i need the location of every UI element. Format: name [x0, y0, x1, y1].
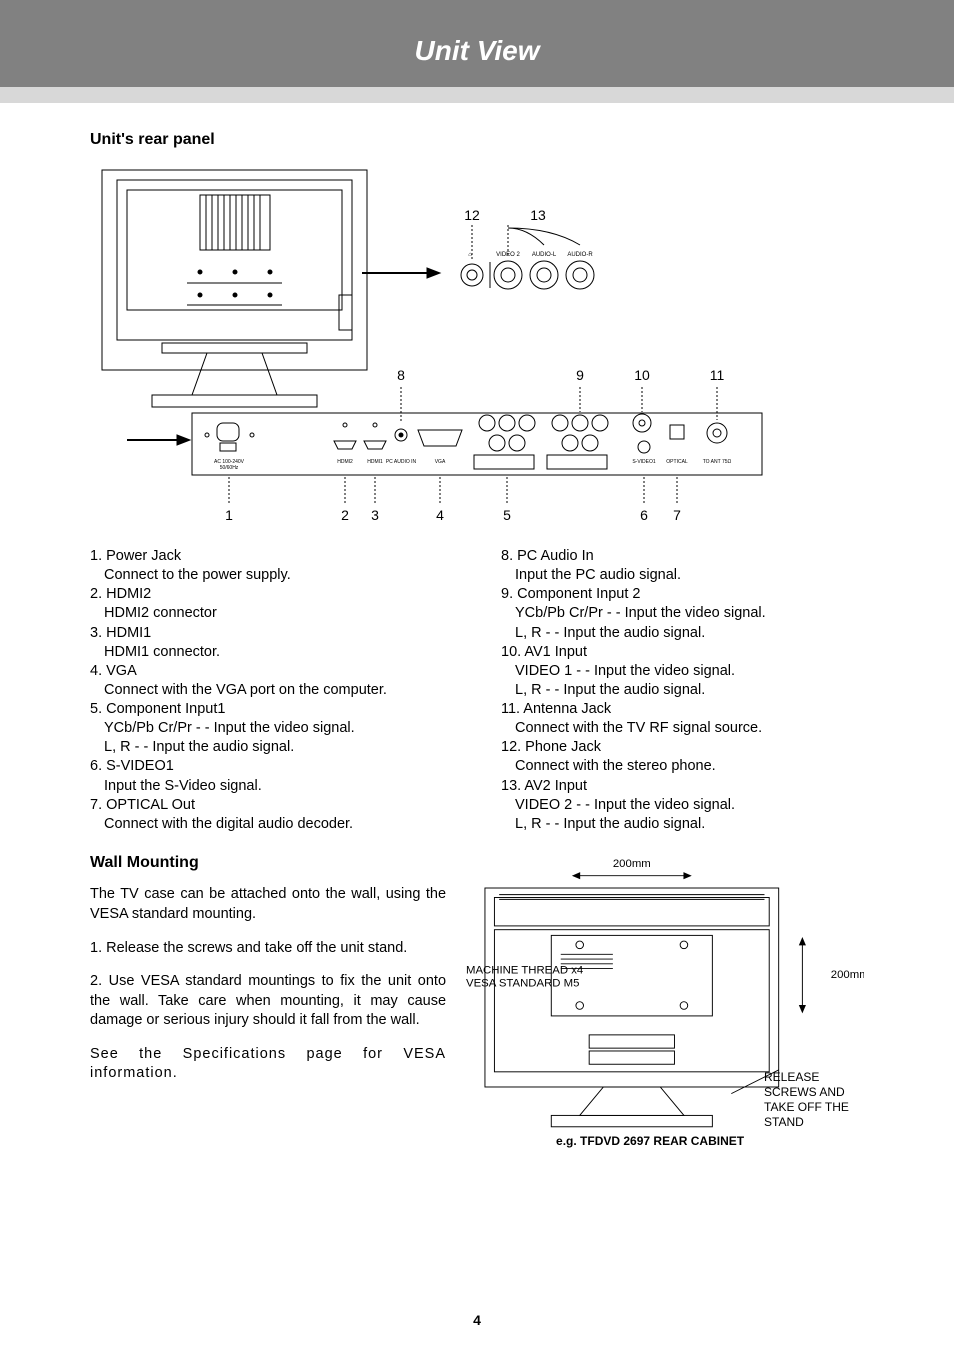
port-item-header: 6. S-VIDEO1 [90, 757, 453, 776]
port-item: 13. AV2 InputVIDEO 2 - - Input the video… [501, 777, 864, 834]
callout-6: 6 [640, 507, 648, 523]
port-list-right: 8. PC Audio InInput the PC audio signal.… [501, 547, 864, 834]
port-item: 2. HDMI2HDMI2 connector [90, 585, 453, 623]
dim-v: 200mm [831, 969, 864, 981]
port-item: 7. OPTICAL OutConnect with the digital a… [90, 796, 453, 834]
port-item: 5. Component Input1YCb/Pb Cr/Pr - - Inpu… [90, 700, 453, 757]
wall-p1: The TV case can be attached onto the wal… [90, 885, 446, 924]
port-item-header: 11. Antenna Jack [501, 700, 864, 719]
callout-12: 12 [464, 207, 480, 223]
port-item-desc: Connect with the TV RF signal source. [501, 719, 864, 738]
page-header: Unit View [0, 0, 954, 87]
callout-4: 4 [436, 507, 444, 523]
callout-7: 7 [673, 507, 681, 523]
port-item-desc: YCb/Pb Cr/Pr - - Input the video signal. [501, 604, 864, 623]
ac-label2: 50/60Hz [220, 465, 239, 471]
rear-panel-title: Unit's rear panel [90, 131, 864, 149]
port-item-desc: HDMI2 connector [90, 604, 453, 623]
port-item-header: 3. HDMI1 [90, 624, 453, 643]
port-list-left: 1. Power JackConnect to the power supply… [90, 547, 453, 834]
port-item-desc: Connect with the VGA port on the compute… [90, 681, 453, 700]
port-item-header: 8. PC Audio In [501, 547, 864, 566]
wall-mounting-title: Wall Mounting [90, 852, 446, 874]
page-content: Unit's rear panel [0, 103, 954, 1149]
release-note: RELEASE SCREWS AND TAKE OFF THE STAND [764, 1070, 864, 1130]
port-item-header: 5. Component Input1 [90, 700, 453, 719]
header-underline [0, 87, 954, 103]
callout-2: 2 [341, 507, 349, 523]
port-item: 12. Phone JackConnect with the stereo ph… [501, 738, 864, 776]
optical-label: OPTICAL [666, 459, 688, 465]
port-item-header: 10. AV1 Input [501, 643, 864, 662]
port-item-desc: L, R - - Input the audio signal. [501, 815, 864, 834]
port-item: 9. Component Input 2YCb/Pb Cr/Pr - - Inp… [501, 585, 864, 642]
audiol-label: AUDIO-L [532, 252, 557, 258]
page-number: 4 [0, 1312, 954, 1328]
port-item: 4. VGAConnect with the VGA port on the c… [90, 662, 453, 700]
callout-8: 8 [397, 367, 405, 383]
port-item: 8. PC Audio InInput the PC audio signal. [501, 547, 864, 585]
port-item-header: 2. HDMI2 [90, 585, 453, 604]
port-item-desc: L, R - - Input the audio signal. [90, 738, 453, 757]
callout-10: 10 [634, 367, 650, 383]
port-item-desc: YCb/Pb Cr/Pr - - Input the video signal. [90, 719, 453, 738]
port-item-header: 9. Component Input 2 [501, 585, 864, 604]
wall-p2: 1. Release the screws and take off the u… [90, 939, 446, 959]
callout-1: 1 [225, 507, 233, 523]
callout-5: 5 [503, 507, 511, 523]
port-item-desc: Connect to the power supply. [90, 566, 453, 585]
svideo-label: S-VIDEO1 [632, 459, 656, 465]
port-item-desc: VIDEO 1 - - Input the video signal. [501, 662, 864, 681]
port-item-header: 7. OPTICAL Out [90, 796, 453, 815]
wall-p4: See the Specifications page for VESA inf… [90, 1045, 446, 1084]
port-item-header: 1. Power Jack [90, 547, 453, 566]
port-item: 1. Power JackConnect to the power supply… [90, 547, 453, 585]
ant-label: TO ANT 75Ω [703, 459, 732, 465]
port-item-header: 4. VGA [90, 662, 453, 681]
thread-label-2: VESA STANDARD M5 [466, 977, 579, 989]
callout-11: 11 [710, 367, 725, 383]
port-item-header: 12. Phone Jack [501, 738, 864, 757]
page-title: Unit View [0, 35, 954, 67]
audior-label: AUDIO-R [567, 252, 593, 258]
port-item-desc: HDMI1 connector. [90, 643, 453, 662]
dim-h: 200mm [613, 858, 651, 870]
wall-text: Wall Mounting The TV case can be attache… [90, 852, 446, 1149]
wall-mounting-section: Wall Mounting The TV case can be attache… [90, 852, 864, 1149]
port-item: 10. AV1 InputVIDEO 1 - - Input the video… [501, 643, 864, 700]
port-item-desc: Connect with the digital audio decoder. [90, 815, 453, 834]
port-item-desc: L, R - - Input the audio signal. [501, 681, 864, 700]
port-item-desc: Connect with the stereo phone. [501, 757, 864, 776]
port-item-header: 13. AV2 Input [501, 777, 864, 796]
port-item-desc: L, R - - Input the audio signal. [501, 624, 864, 643]
callout-13: 13 [530, 207, 546, 223]
hdmi2-label: HDMI2 [337, 459, 353, 465]
thread-label-1: MACHINE THREAD x4 [466, 964, 583, 976]
callout-3: 3 [371, 507, 379, 523]
port-item: 3. HDMI1HDMI1 connector. [90, 624, 453, 662]
port-item-desc: Input the S-Video signal. [90, 777, 453, 796]
port-item: 6. S-VIDEO1Input the S-Video signal. [90, 757, 453, 795]
rear-panel-diagram: ⌂ VIDEO 2 AUDIO-L AUDIO-R 12 13 [90, 165, 864, 530]
port-item: 11. Antenna JackConnect with the TV RF s… [501, 700, 864, 738]
wall-diagram: 200mm 200mm MACHINE THREAD x4 VESA STAND… [466, 852, 864, 1149]
vga-label: VGA [435, 459, 446, 465]
port-item-desc: VIDEO 2 - - Input the video signal. [501, 796, 864, 815]
port-item-desc: Input the PC audio signal. [501, 566, 864, 585]
pcaudio-label: PC AUDIO IN [386, 459, 417, 465]
wall-p3: 2. Use VESA standard mountings to fix th… [90, 972, 446, 1031]
cabinet-caption: e.g. TFDVD 2697 REAR CABINET [556, 1134, 744, 1148]
port-descriptions: 1. Power JackConnect to the power supply… [90, 547, 864, 834]
hdmi1-label: HDMI1 [367, 459, 383, 465]
callout-9: 9 [576, 367, 584, 383]
